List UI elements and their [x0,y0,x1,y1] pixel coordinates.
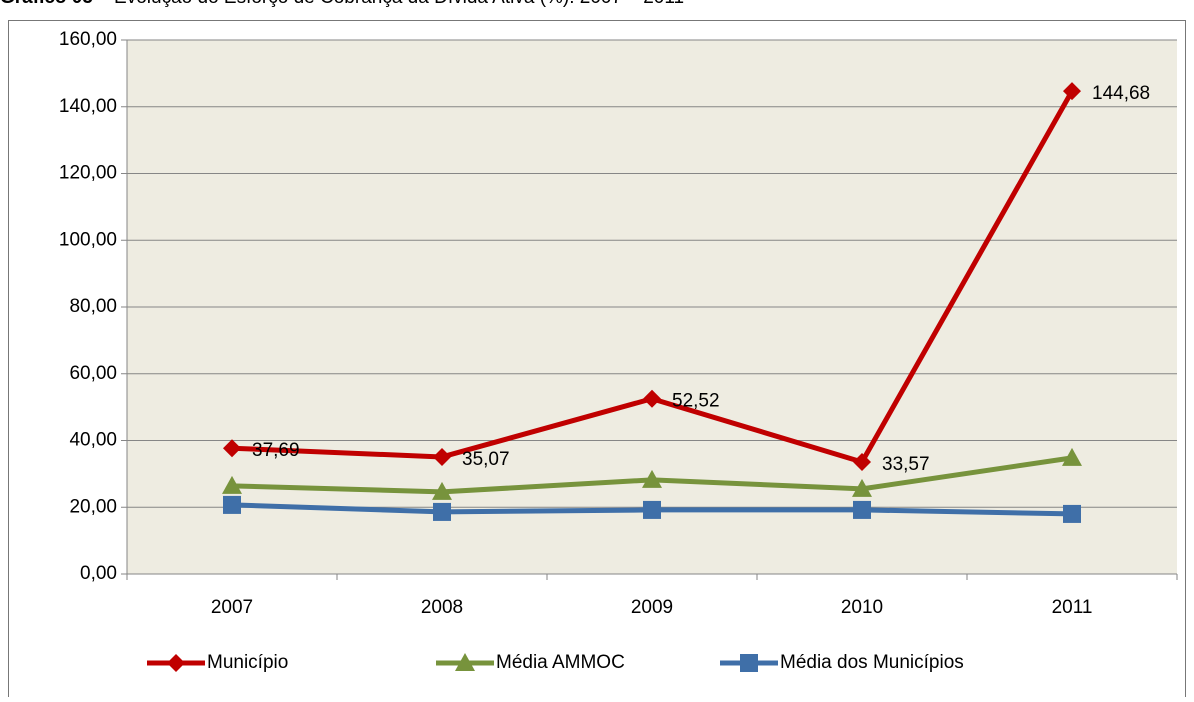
data-label: 52,52 [672,391,720,412]
y-tick-label: 120,00 [59,163,117,184]
x-tick-label: 2008 [421,597,463,618]
y-tick-label: 0,00 [80,563,117,584]
legend-marker [167,654,185,672]
y-tick-label: 20,00 [69,496,117,517]
data-label: 37,69 [252,440,300,461]
chart-title: Gráfico 05 – Evolução do Esforço de Cobr… [0,0,684,8]
marker [852,478,872,497]
marker [223,439,241,458]
y-tick-label: 60,00 [69,363,117,384]
marker [1063,504,1081,523]
marker [1063,82,1081,101]
data-label: 33,57 [882,454,930,475]
marker [432,481,452,500]
y-tick-label: 80,00 [69,296,117,317]
marker [853,500,871,519]
marker [222,475,242,494]
x-tick-label: 2009 [631,597,673,618]
marker [643,389,661,408]
marker [642,469,662,488]
y-tick-label: 160,00 [59,29,117,50]
y-tick-label: 40,00 [69,430,117,451]
y-tick-label: 140,00 [59,96,117,117]
legend-marker [740,654,758,672]
legend-marker [455,653,475,671]
marker [1062,447,1082,466]
legend-label: Média AMMOC [496,652,625,673]
title-label: Gráfico 05 [0,0,93,8]
marker [433,447,451,466]
x-tick-label: 2007 [211,597,253,618]
y-tick-label: 100,00 [59,229,117,250]
marker [433,502,451,521]
x-tick-label: 2011 [1052,597,1093,618]
title-text: – Evolução do Esforço de Cobrança da Dív… [93,0,684,8]
legend-label: Média dos Municípios [780,652,964,673]
marker [223,495,241,514]
data-label: 144,68 [1092,83,1150,104]
x-tick-label: 2010 [841,597,883,618]
marker [643,500,661,519]
marker [853,452,871,471]
data-label: 35,07 [462,449,510,470]
legend-label: Município [207,652,288,673]
